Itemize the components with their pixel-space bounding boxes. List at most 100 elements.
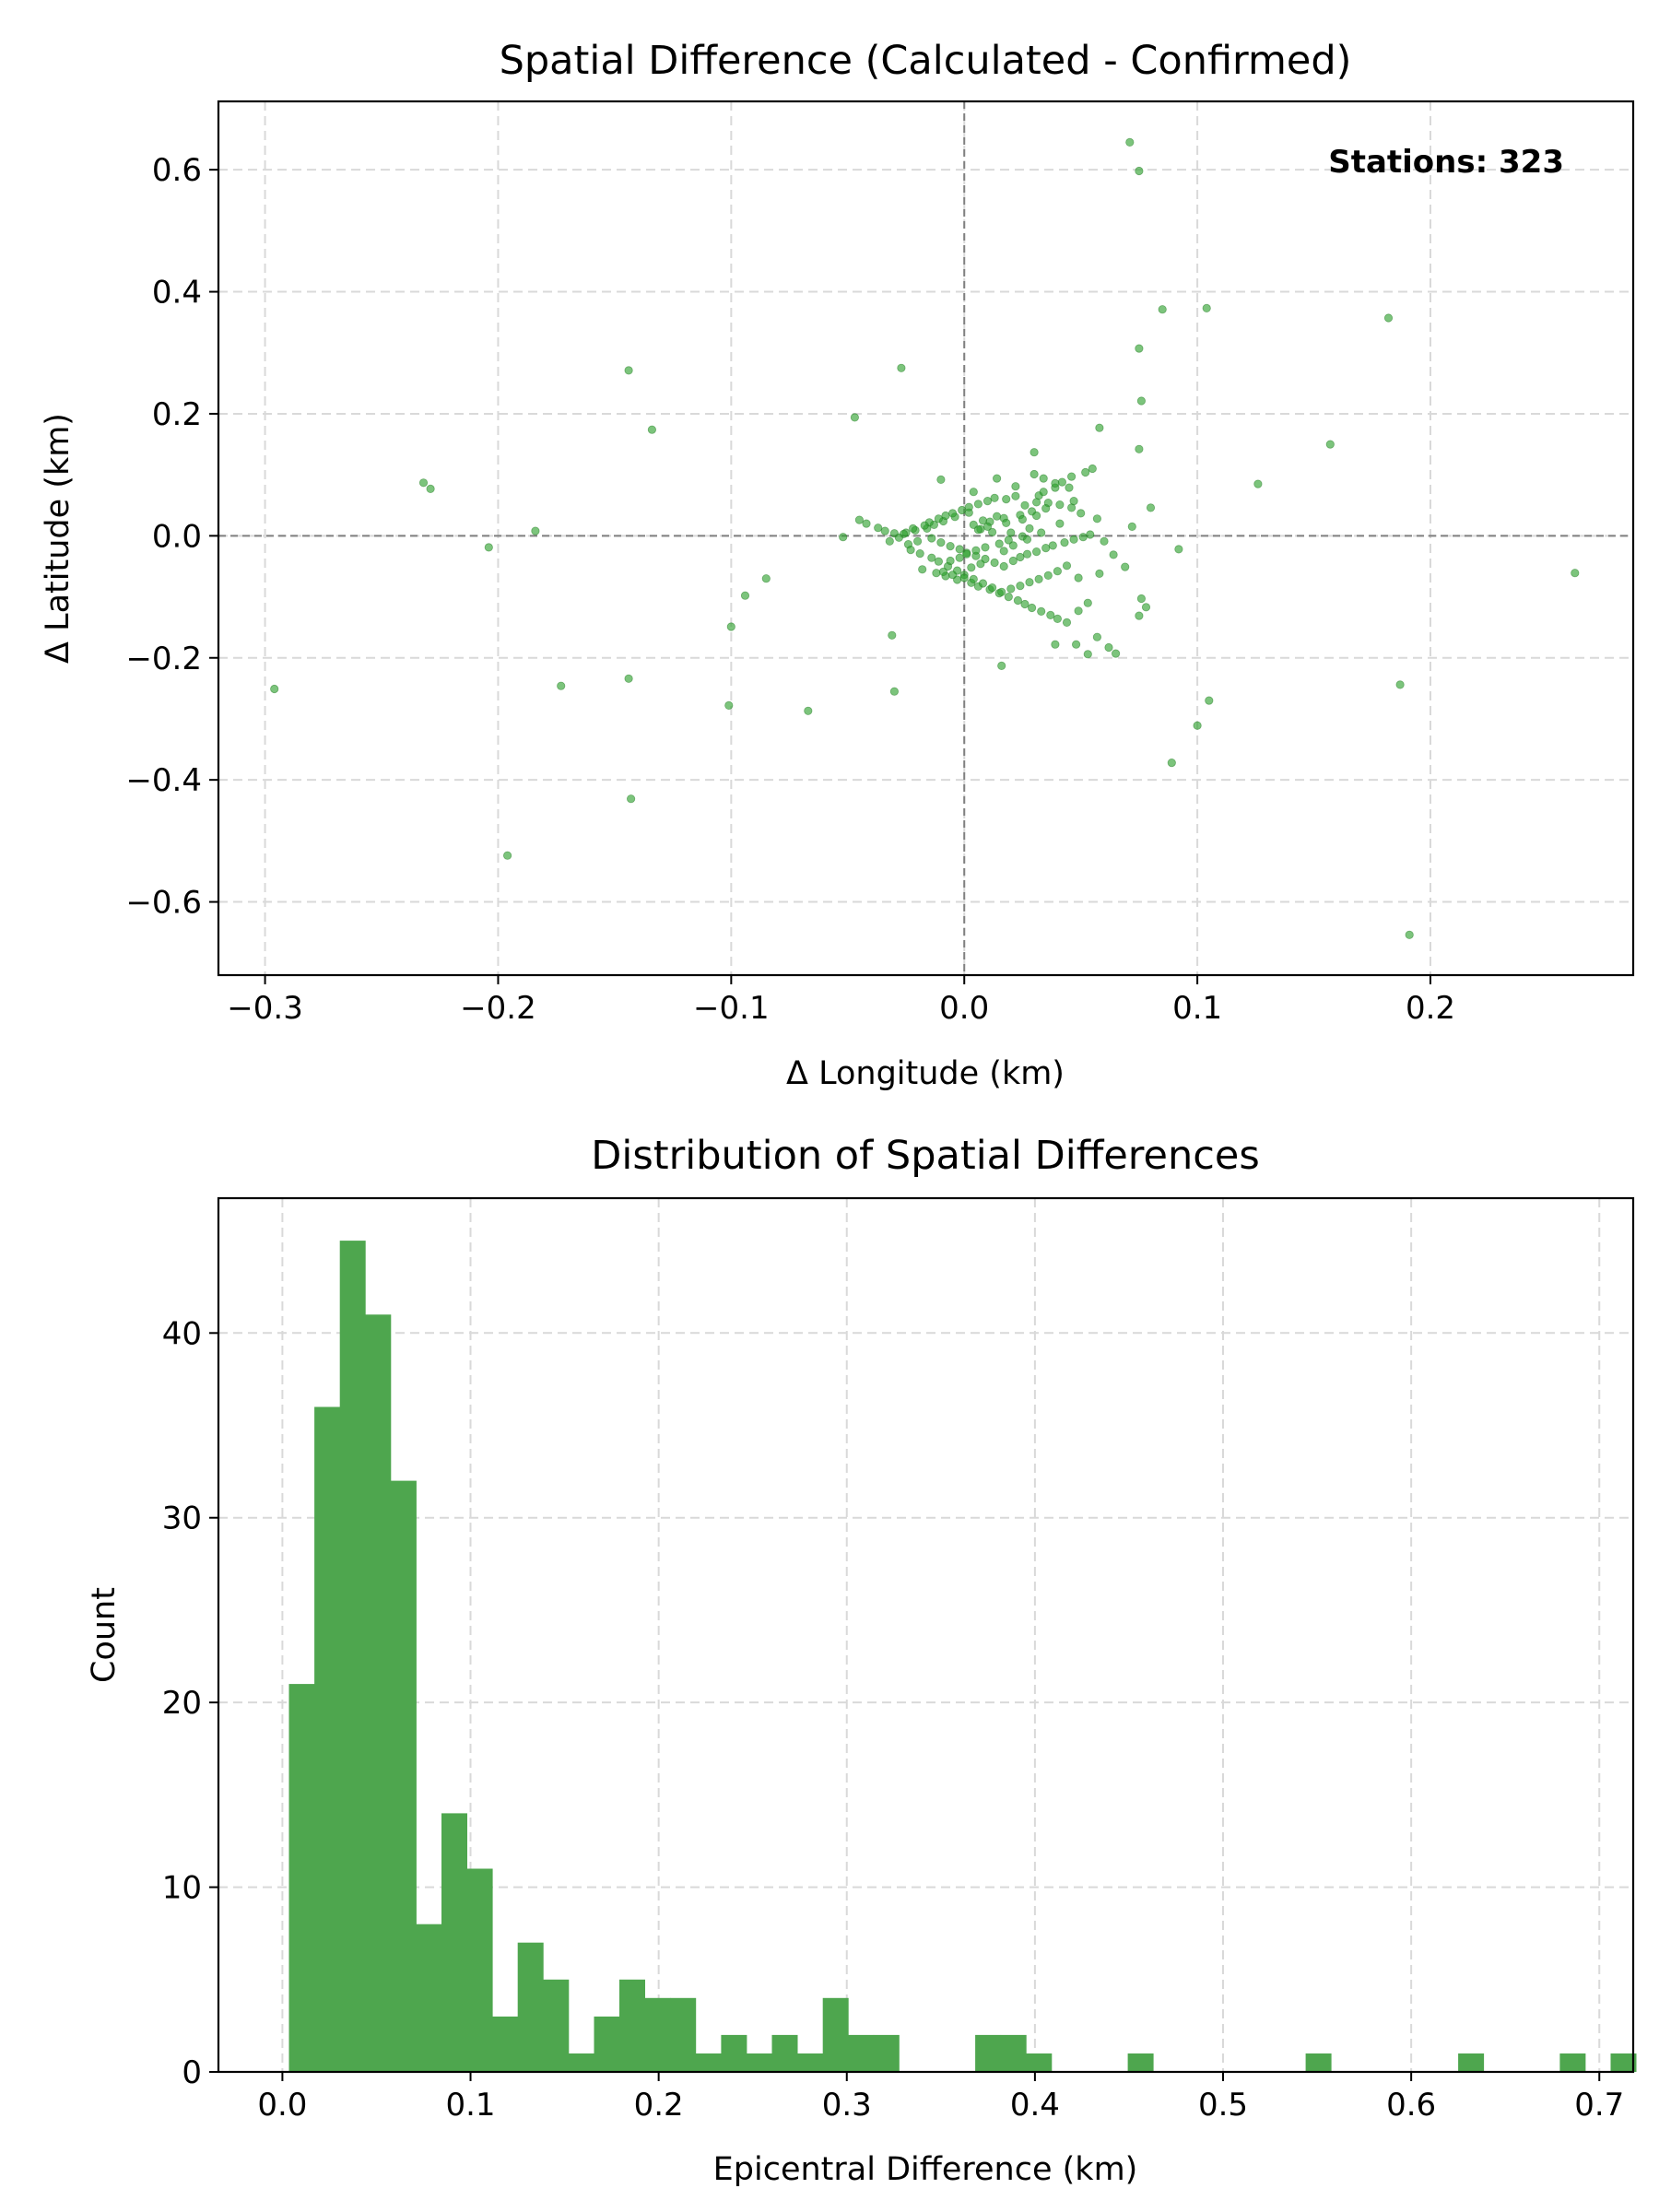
scatter-point — [1032, 547, 1041, 557]
scatter-point — [854, 515, 865, 524]
scatter-point — [994, 539, 1004, 548]
scatter-point — [1011, 482, 1020, 491]
scatter-point — [920, 521, 929, 530]
scatter-point — [967, 563, 976, 572]
histogram-bar — [288, 1684, 315, 2072]
scatter-point — [973, 500, 983, 509]
scatter-point — [959, 573, 969, 582]
scatter-point — [1048, 541, 1057, 550]
scatter-point — [726, 622, 735, 631]
scatter-point — [982, 522, 993, 532]
scatter-point — [1141, 603, 1151, 612]
scatter-point — [964, 502, 973, 512]
scatter-point — [1053, 567, 1063, 576]
scatter-point — [1004, 592, 1013, 602]
scatter-points — [270, 137, 1580, 939]
scatter-point — [918, 565, 927, 574]
scatter-plot-frame — [217, 100, 1635, 977]
scatter-point — [1062, 561, 1072, 571]
scatter-point — [1002, 494, 1011, 504]
scatter-point — [1167, 758, 1176, 768]
scatter-point — [531, 526, 540, 535]
scatter-point — [1125, 137, 1135, 147]
scatter-point — [1174, 545, 1183, 554]
histogram-y-ticks: 0 10 20 30 40 — [162, 1315, 218, 2091]
scatter-point — [1069, 496, 1078, 506]
scatter-point — [1008, 541, 1018, 550]
scatter-point — [1043, 571, 1053, 581]
scatter-point — [761, 574, 771, 583]
scatter-point — [1065, 483, 1074, 492]
histogram-bar — [1458, 2053, 1485, 2072]
scatter-y-tick-label: 0.4 — [152, 275, 202, 312]
scatter-point — [1062, 618, 1072, 628]
histogram-x-tick-label: 0.6 — [1386, 2087, 1436, 2124]
scatter-point — [1039, 474, 1048, 483]
scatter-point — [978, 579, 988, 588]
scatter-point — [908, 524, 918, 534]
scatter-point — [982, 496, 993, 506]
histogram-bar — [695, 2053, 722, 2072]
scatter-point — [936, 537, 946, 547]
scatter-point — [948, 571, 958, 580]
scatter-point — [724, 700, 734, 711]
scatter-point — [948, 509, 958, 518]
scatter-y-tick-label: 0.6 — [152, 152, 202, 189]
scatter-point — [1039, 488, 1048, 497]
scatter-x-tick-label: −0.1 — [693, 990, 770, 1027]
scatter-point — [1325, 440, 1335, 449]
histogram-bar — [568, 2053, 594, 2072]
scatter-point — [1051, 478, 1060, 488]
histogram-bar — [1305, 2053, 1332, 2072]
scatter-point — [426, 484, 435, 494]
scatter-point — [1135, 611, 1144, 620]
histogram-bars — [288, 1241, 1637, 2072]
scatter-point — [1100, 536, 1109, 546]
scatter-point — [1022, 535, 1032, 544]
scatter-point — [999, 547, 1008, 556]
scatter-y-tick-label: −0.2 — [125, 641, 202, 677]
scatter-point — [862, 519, 871, 528]
scatter-point — [1032, 498, 1041, 507]
histogram-bar — [339, 1241, 366, 2072]
histogram-bar — [390, 1480, 417, 2072]
histogram-bar — [543, 1979, 570, 2072]
scatter-point — [938, 567, 948, 577]
histogram-bar — [1610, 2053, 1637, 2072]
scatter-point — [1405, 930, 1414, 939]
scatter-point — [1008, 556, 1018, 566]
scatter-point — [1006, 584, 1016, 594]
histogram-bar — [771, 2034, 798, 2072]
scatter-point — [969, 574, 978, 584]
scatter-point — [932, 569, 941, 578]
scatter-y-tick-label: −0.6 — [125, 885, 202, 922]
scatter-point — [1109, 550, 1118, 559]
scatter-point — [988, 582, 997, 593]
scatter-point — [1081, 467, 1090, 477]
scatter-point — [1158, 305, 1167, 314]
scatter-point — [1383, 313, 1394, 323]
scatter-point — [1127, 522, 1136, 532]
scatter-point — [1104, 642, 1113, 653]
scatter-point — [1083, 650, 1092, 659]
scatter-point — [1077, 509, 1086, 518]
scatter-point — [927, 534, 936, 543]
scatter-point — [1016, 552, 1025, 562]
scatter-x-tick-label: 0.1 — [1172, 990, 1222, 1027]
scatter-point — [1016, 581, 1025, 591]
histogram-grid — [218, 1198, 1633, 2073]
scatter-point — [1053, 614, 1063, 624]
scatter-point — [1060, 537, 1069, 547]
scatter-point — [1205, 696, 1214, 705]
scatter-point — [1057, 477, 1067, 487]
scatter-point — [955, 545, 964, 554]
scatter-point — [936, 475, 946, 485]
scatter-point — [1055, 519, 1065, 528]
scatter-point — [1013, 595, 1023, 606]
scatter-x-tick-label: −0.3 — [227, 990, 303, 1027]
scatter-point — [1072, 640, 1081, 649]
scatter-point — [906, 545, 915, 555]
histogram-x-tick-label: 0.5 — [1198, 2087, 1248, 2124]
scatter-point — [874, 524, 883, 533]
scatter-point — [1002, 518, 1011, 528]
